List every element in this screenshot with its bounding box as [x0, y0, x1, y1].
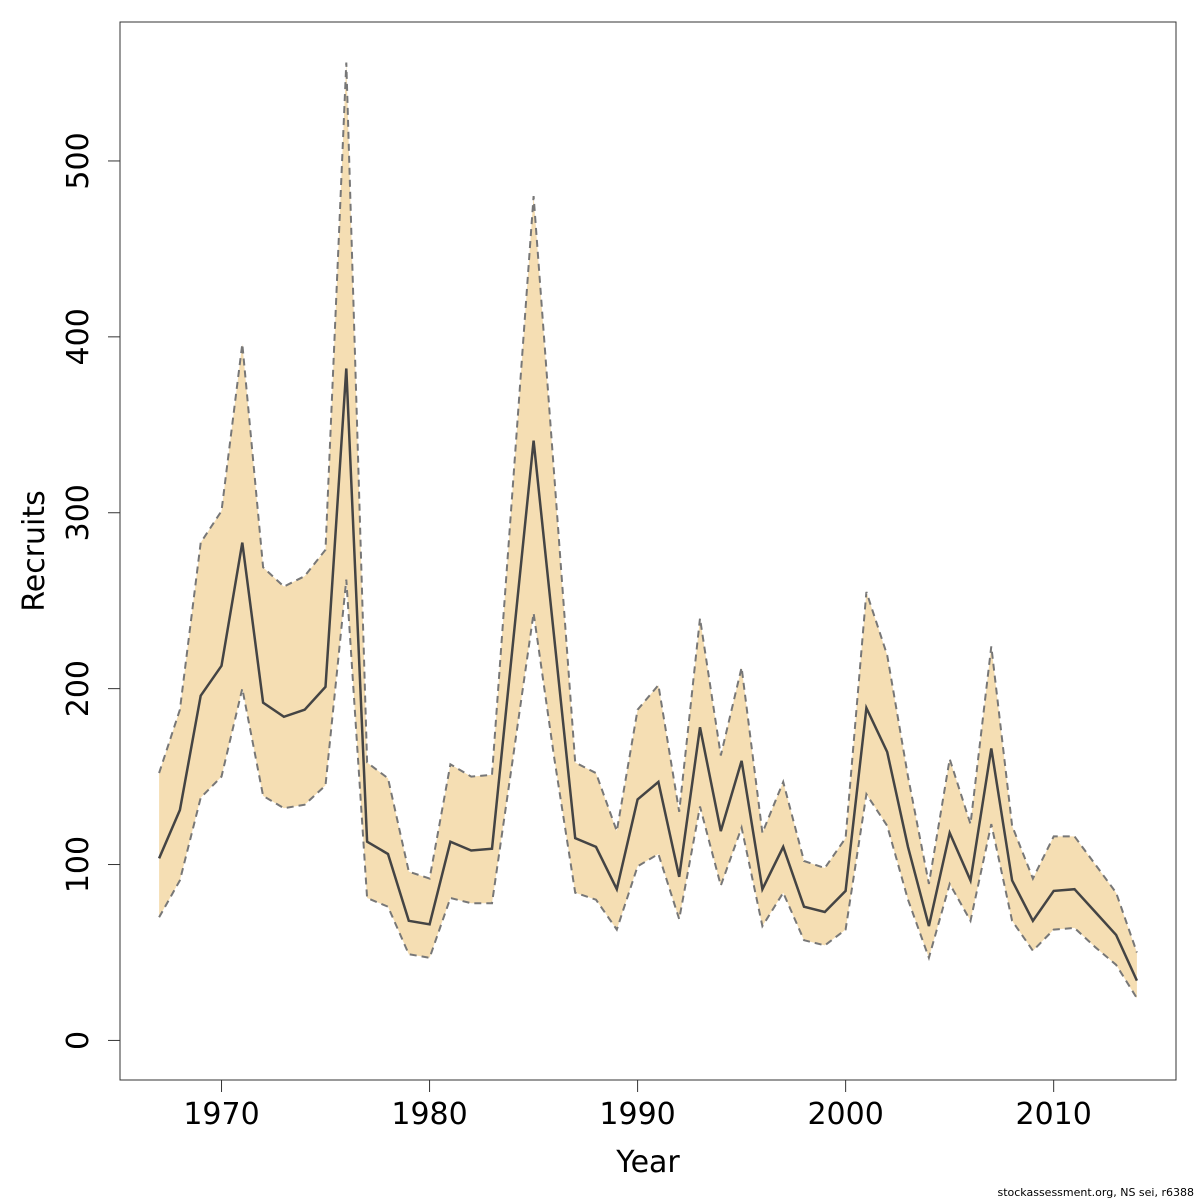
lower-bound	[158, 579, 1138, 999]
y-tick-label: 200	[61, 660, 96, 717]
upper-bound	[158, 62, 1138, 953]
y-axis-label: Recruits	[17, 490, 52, 612]
plot-frame	[119, 21, 1177, 1081]
y-tick-label: 500	[61, 132, 96, 189]
x-tick-label: 1990	[599, 1097, 675, 1132]
y-tick-label: 300	[61, 484, 96, 541]
x-axis-label: Year	[615, 1145, 680, 1180]
x-tick-label: 2000	[807, 1097, 883, 1132]
x-tick-label: 1970	[183, 1097, 259, 1132]
footnote: stockassessment.org, NS sei, r6388	[997, 1186, 1194, 1199]
y-tick-label: 0	[61, 1031, 96, 1050]
x-tick-label: 1980	[391, 1097, 467, 1132]
y-tick-label: 400	[61, 308, 96, 365]
estimate-line	[157, 368, 1139, 982]
x-tick-label: 2010	[1015, 1097, 1091, 1132]
y-tick-label: 100	[61, 836, 96, 893]
confidence-band	[159, 62, 1137, 999]
